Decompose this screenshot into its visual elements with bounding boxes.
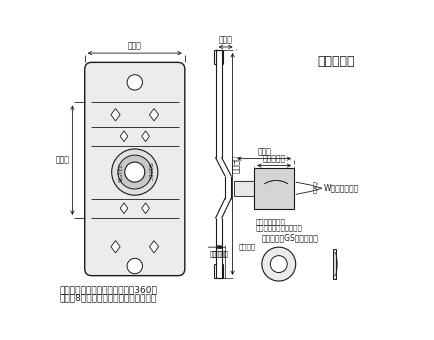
Text: ７０㎜: ７０㎜ (55, 156, 69, 165)
Text: 下穴処理用GSワッシャー: 下穴処理用GSワッシャー (261, 233, 318, 242)
Text: ３５㎜: ３５㎜ (128, 42, 141, 51)
Text: W１／２－１２: W１／２－１２ (323, 184, 358, 193)
Polygon shape (141, 203, 149, 214)
Bar (332, 250, 335, 279)
Polygon shape (149, 108, 158, 121)
Text: 高ナット六角対辺１７㎜: 高ナット六角対辺１７㎜ (255, 224, 302, 231)
Text: ８°: ８° (312, 189, 319, 194)
Text: ２７．５㎜: ２７．５㎜ (262, 154, 285, 163)
Text: ３．２㎜: ３．２㎜ (211, 250, 228, 257)
Polygon shape (111, 108, 120, 121)
Text: １５㎜: １５㎜ (218, 36, 232, 45)
Text: 方向に8度傾いても自由に回転します。: 方向に8度傾いても自由に回転します。 (59, 293, 156, 302)
Circle shape (112, 149, 158, 195)
Text: 高ナットは、緊締されているが360度: 高ナットは、緊締されているが360度 (59, 286, 157, 295)
Polygon shape (141, 131, 149, 142)
Bar (233, 181, 253, 196)
Circle shape (270, 256, 286, 273)
Text: ツイン本体: ツイン本体 (316, 55, 354, 68)
FancyBboxPatch shape (85, 62, 184, 276)
Text: SIGTEC: SIGTEC (118, 162, 123, 182)
Circle shape (127, 258, 142, 274)
Circle shape (261, 247, 295, 281)
Text: ３５㎜: ３５㎜ (256, 147, 270, 156)
Bar (253, 168, 293, 209)
Circle shape (125, 162, 145, 182)
Polygon shape (120, 203, 128, 214)
Text: SIGTEC: SIGTEC (146, 162, 151, 182)
Text: ネジ深さ１９㎜: ネジ深さ１９㎜ (255, 218, 285, 224)
Polygon shape (149, 241, 158, 253)
Circle shape (118, 155, 151, 189)
Text: ８°: ８° (312, 182, 319, 188)
Text: ３．２㎜: ３．２㎜ (209, 250, 226, 257)
Text: ３．２㎜: ３．２㎜ (238, 244, 255, 251)
Polygon shape (120, 131, 128, 142)
Polygon shape (111, 241, 120, 253)
Circle shape (127, 75, 142, 90)
Text: １００㎜: １００㎜ (231, 155, 240, 173)
